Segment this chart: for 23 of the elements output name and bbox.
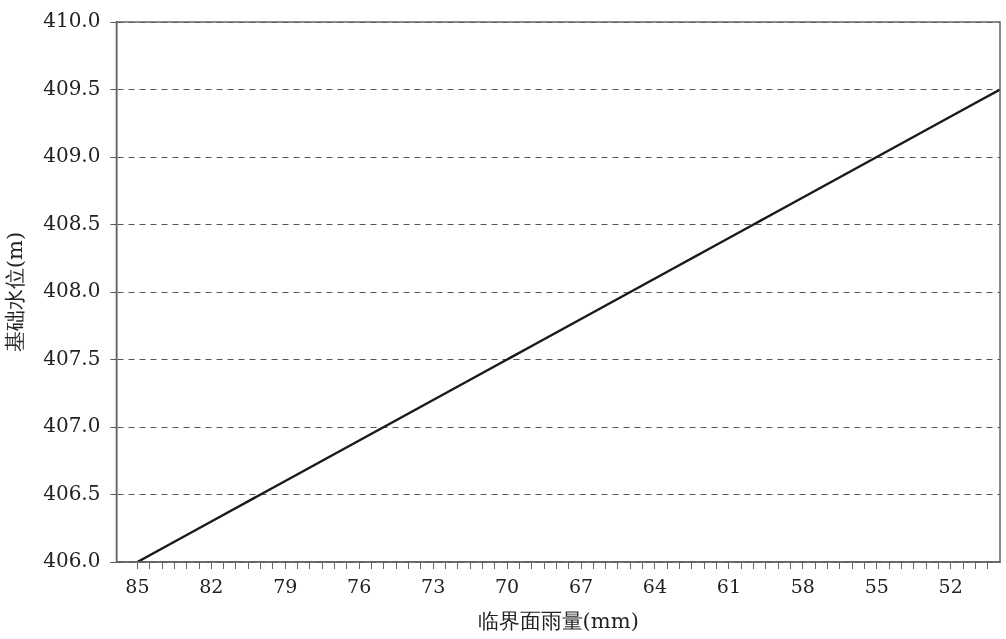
- y-tick-label: 407.5: [43, 345, 101, 370]
- x-tick-label: 67: [568, 575, 594, 598]
- y-tick-label: 408.0: [43, 278, 101, 303]
- y-tick-label: 410.0: [43, 8, 101, 33]
- y-tick-label: 409.5: [43, 75, 101, 100]
- y-tick-label: 409.0: [43, 143, 101, 168]
- x-tick-label: 79: [273, 575, 298, 598]
- y-tick-label: 408.5: [43, 210, 101, 235]
- y-tick-label: 406.0: [43, 548, 101, 573]
- y-tick-label: 406.5: [43, 480, 101, 505]
- x-tick-label: 55: [864, 575, 889, 598]
- x-tick-label: 85: [125, 575, 150, 598]
- y-tick-label: 407.0: [43, 413, 101, 438]
- x-tick-label: 82: [199, 575, 224, 598]
- x-tick-label: 76: [347, 575, 372, 598]
- x-tick-label: 73: [421, 575, 446, 598]
- x-tick-label: 70: [494, 575, 520, 598]
- x-axis-title: 临界面雨量(mm): [477, 608, 639, 633]
- x-tick-label: 61: [716, 575, 741, 598]
- x-tick-label: 64: [642, 575, 668, 598]
- x-tick-label: 58: [790, 575, 815, 598]
- y-axis-title: 基础水位(m): [3, 231, 28, 353]
- x-tick-label: 52: [938, 575, 963, 598]
